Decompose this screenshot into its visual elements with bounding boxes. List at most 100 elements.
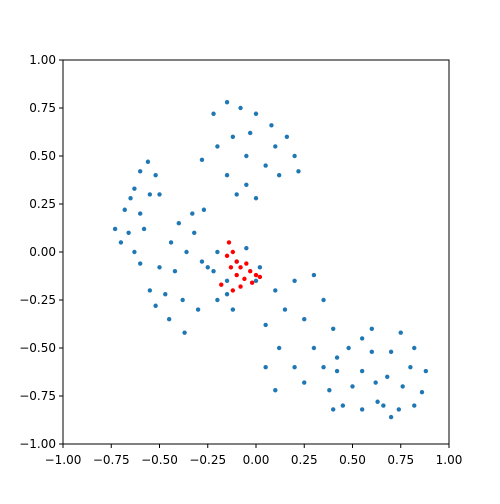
scatter-point [118, 240, 124, 245]
scatter-point [253, 272, 259, 278]
scatter-point [385, 374, 390, 379]
scatter-point [284, 134, 290, 139]
scatter-point [230, 288, 236, 293]
scatter-point [257, 265, 263, 270]
scatter-point [224, 173, 230, 178]
scatter-point [321, 365, 326, 370]
scatter-point [211, 111, 216, 116]
scatter-point [248, 269, 253, 274]
scatter-point [112, 226, 118, 232]
y-tick-label: 0.50 [29, 149, 56, 163]
scatter-point [359, 407, 365, 412]
scatter-point [423, 368, 429, 374]
scatter-point [132, 249, 137, 255]
scatter-point [147, 192, 153, 197]
scatter-point [138, 169, 143, 174]
scatter-point [141, 226, 147, 232]
scatter-point [176, 221, 181, 226]
scatter-point [334, 355, 340, 360]
scatter-point [412, 345, 417, 351]
scatter-point [263, 163, 268, 168]
scatter-point [126, 230, 131, 235]
scatter-point [253, 111, 259, 116]
scatter-point [122, 207, 127, 212]
scatter-point [331, 326, 336, 331]
scatter-point [138, 261, 143, 266]
scatter-point [311, 345, 317, 351]
x-tick-label: 0.50 [339, 453, 366, 467]
scatter-point [388, 349, 394, 355]
y-tick-label: −1.00 [19, 437, 56, 451]
scatter-point [388, 414, 394, 420]
scatter-point [166, 317, 172, 322]
scatter-point [253, 196, 259, 201]
scatter-point [369, 326, 374, 331]
y-tick-label: 0.75 [29, 101, 56, 115]
scatter-point [244, 153, 249, 159]
scatter-point [132, 186, 137, 191]
scatter-point [199, 259, 205, 264]
scatter-point [340, 403, 346, 408]
scatter-point [224, 253, 230, 259]
scatter-point [215, 249, 220, 255]
x-tick-label: −1.00 [45, 453, 82, 467]
scatter-point [244, 182, 249, 187]
scatter-point [292, 365, 297, 370]
scatter-point [234, 259, 239, 264]
scatter-point [350, 384, 355, 389]
scatter-point [253, 278, 259, 283]
scatter-point [408, 365, 413, 370]
y-tick-label: 0.25 [29, 197, 56, 211]
x-tick-label: −0.50 [141, 453, 178, 467]
scatter-point [180, 297, 185, 303]
scatter-point [302, 380, 307, 385]
scatter-point [163, 292, 168, 297]
scatter-point [234, 192, 239, 197]
scatter-point [224, 100, 230, 105]
scatter-point [195, 307, 201, 312]
scatter-point [244, 261, 249, 266]
scatter-point [373, 380, 378, 385]
scatter-point [230, 249, 236, 255]
scatter-point [334, 368, 340, 374]
scatter-point [359, 336, 365, 341]
scatter-point [400, 384, 405, 389]
scatter-point [396, 407, 402, 412]
scatter-point [311, 272, 317, 278]
scatter-point [172, 269, 178, 274]
scatter-point [269, 123, 274, 128]
scatter-point [242, 276, 247, 282]
y-tick-label: 0.00 [29, 245, 56, 259]
scatter-point [168, 240, 174, 245]
scatter-point [292, 153, 297, 159]
scatter-point [184, 249, 189, 255]
scatter-point [226, 240, 232, 245]
scatter-point [238, 265, 243, 270]
scatter-point [412, 403, 417, 408]
x-tick-label: −0.75 [93, 453, 130, 467]
scatter-point [292, 278, 297, 283]
scatter-point [381, 403, 386, 408]
scatter-point [282, 307, 288, 312]
scatter-point [331, 407, 336, 412]
scatter-point [249, 280, 255, 285]
scatter-point [147, 288, 153, 293]
scatter-point [128, 196, 133, 201]
scatter-point [224, 278, 230, 283]
scatter-point [192, 230, 197, 235]
scatter-point [238, 105, 243, 111]
points [112, 100, 429, 420]
scatter-point [257, 274, 263, 280]
scatter-point [153, 173, 158, 178]
scatter-point [276, 345, 282, 351]
scatter-point [182, 330, 187, 335]
scatter-point [230, 134, 236, 139]
x-tick-label: −0.25 [189, 453, 226, 467]
scatter-point [321, 297, 326, 303]
x-tick-label: 0.00 [243, 453, 270, 467]
scatter-point [263, 322, 268, 328]
scatter-point [219, 282, 224, 287]
